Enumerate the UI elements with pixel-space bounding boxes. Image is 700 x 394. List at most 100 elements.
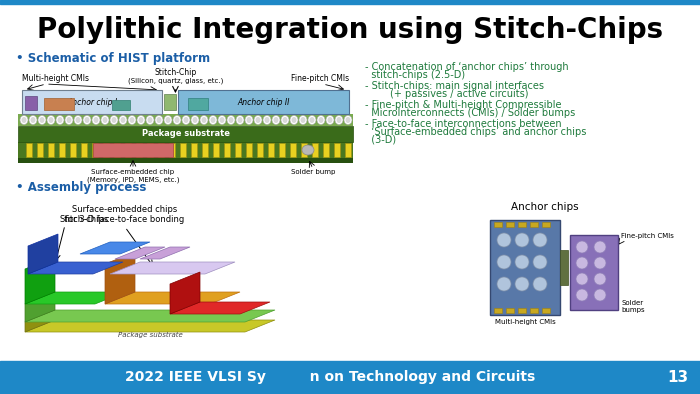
Bar [178,90,349,114]
Ellipse shape [309,117,314,123]
Polygon shape [115,247,165,259]
Text: Stitch-Chip: Stitch-Chip [154,67,197,76]
Polygon shape [25,310,55,332]
Bar [570,235,618,310]
Ellipse shape [48,117,53,123]
Bar [25,96,37,110]
Bar [235,143,241,157]
Circle shape [497,255,511,269]
Ellipse shape [337,117,342,123]
Text: Solder
bumps: Solder bumps [621,300,645,313]
Ellipse shape [326,115,334,125]
Text: Anchor chip II: Anchor chip II [237,97,290,106]
Bar [323,143,329,157]
Ellipse shape [263,115,271,125]
Ellipse shape [193,117,197,123]
Bar [37,143,43,157]
Text: • Schematic of HIST platform: • Schematic of HIST platform [16,52,210,65]
Text: (Silicon, quartz, glass, etc.): (Silicon, quartz, glass, etc.) [128,78,223,84]
Bar [518,222,526,227]
Ellipse shape [191,115,199,125]
Ellipse shape [120,117,125,123]
Text: Multi-height CMIs: Multi-height CMIs [22,74,89,82]
Ellipse shape [85,117,90,123]
Ellipse shape [274,117,279,123]
Ellipse shape [102,117,108,123]
Bar [542,222,550,227]
Ellipse shape [56,115,64,125]
Circle shape [533,233,547,247]
Bar [188,98,208,110]
Ellipse shape [344,115,352,125]
Ellipse shape [200,115,208,125]
Ellipse shape [164,115,172,125]
Bar [44,98,74,110]
Ellipse shape [155,115,163,125]
Ellipse shape [101,115,109,125]
Bar [213,143,219,157]
Text: (+ passives / active circuits): (+ passives / active circuits) [365,89,528,98]
Text: (3-D): (3-D) [365,134,396,144]
Bar [494,308,502,313]
Ellipse shape [74,115,82,125]
Bar [93,143,173,157]
Circle shape [515,233,529,247]
Ellipse shape [65,115,73,125]
Bar [125,143,131,157]
Ellipse shape [220,117,225,123]
Bar [290,143,296,157]
Ellipse shape [20,115,28,125]
Circle shape [594,257,606,269]
Ellipse shape [317,115,325,125]
Text: Anchor chips: Anchor chips [511,202,579,212]
Text: Solder bump: Solder bump [290,169,335,175]
Ellipse shape [254,115,262,125]
Bar [26,143,32,157]
Text: - Face-to-face interconnections between: - Face-to-face interconnections between [365,119,561,129]
Bar [18,126,353,142]
Circle shape [533,277,547,291]
Ellipse shape [182,115,190,125]
Bar [494,222,502,227]
Text: Fine-pitch CMIs: Fine-pitch CMIs [291,74,349,82]
Ellipse shape [346,117,351,123]
Bar [202,143,208,157]
Bar [246,143,252,157]
Text: 13: 13 [667,370,689,385]
Bar [59,143,65,157]
Bar [180,143,186,157]
Bar [542,308,550,313]
Polygon shape [105,252,135,304]
Ellipse shape [245,115,253,125]
Bar [268,143,274,157]
Text: - Concatenation of ‘anchor chips’ through: - Concatenation of ‘anchor chips’ throug… [365,62,568,72]
Ellipse shape [22,117,27,123]
Bar [518,308,526,313]
Bar [530,222,538,227]
Circle shape [594,241,606,253]
Bar [70,143,76,157]
Bar [147,143,153,157]
Ellipse shape [38,115,46,125]
Ellipse shape [236,115,244,125]
Polygon shape [25,257,55,304]
Ellipse shape [335,115,343,125]
Ellipse shape [47,115,55,125]
Circle shape [576,289,588,301]
Polygon shape [170,272,200,314]
Text: MicroInterconnects (CMIs) / Solder bumps: MicroInterconnects (CMIs) / Solder bumps [365,108,575,117]
Ellipse shape [128,115,136,125]
Ellipse shape [209,115,217,125]
Ellipse shape [57,117,62,123]
Polygon shape [25,320,275,332]
Ellipse shape [174,117,179,123]
Bar [530,308,538,313]
Bar [164,94,176,110]
Ellipse shape [139,117,143,123]
Circle shape [594,289,606,301]
Ellipse shape [165,117,171,123]
Polygon shape [25,292,55,322]
Ellipse shape [31,117,36,123]
Bar [257,143,263,157]
Bar [345,143,351,157]
